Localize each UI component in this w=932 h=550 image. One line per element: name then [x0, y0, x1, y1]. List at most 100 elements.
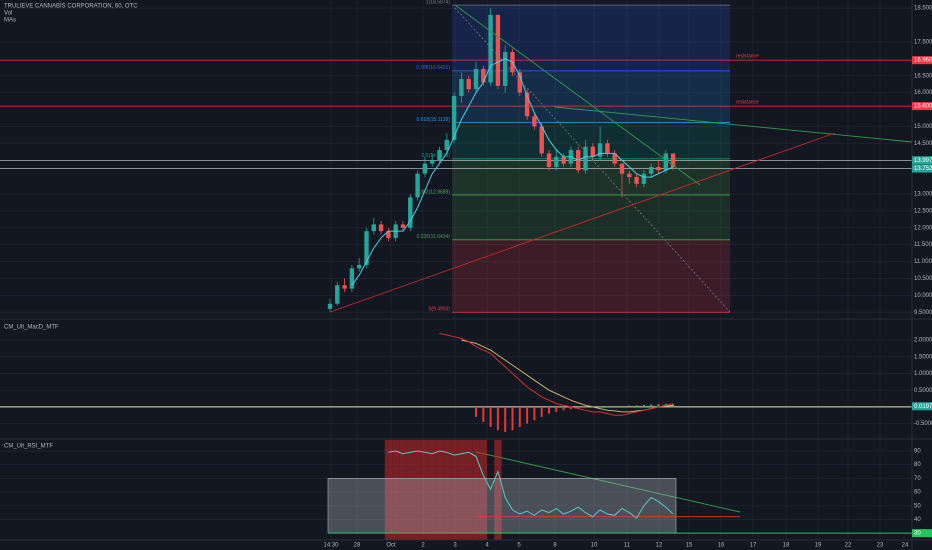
- price-tag-label: 15.6000: [914, 104, 932, 110]
- y-tick-label: 13.0000: [914, 192, 932, 198]
- fib-zone: [452, 195, 730, 240]
- candle-body: [656, 166, 661, 171]
- x-tick-label: 19: [815, 543, 822, 549]
- y-tick-label: 9.5000: [914, 310, 932, 316]
- candle-body: [335, 285, 340, 304]
- price-tag-label: 30: [914, 531, 921, 537]
- candle-body: [488, 14, 493, 83]
- axis-labels: 14:30 28 Oct 2 3 4 5 8 10 11 12 15 16 17 18 19 22 23 2418.…: [323, 6, 932, 549]
- x-tick-label: 23: [877, 543, 884, 549]
- candle-body: [597, 143, 603, 157]
- price-tag: [912, 402, 932, 411]
- y-tick-label: 0.5000: [914, 388, 932, 394]
- pane-title: CM_Ult_RSI_MTF: [4, 444, 53, 450]
- y-tick-label: 10.5000: [914, 276, 932, 282]
- histogram-bar: [577, 406, 580, 409]
- x-tick-label: Oct: [386, 543, 396, 549]
- price-tag-label: 0.0197: [914, 404, 932, 410]
- candle-body: [619, 163, 625, 174]
- candle-body: [546, 153, 552, 167]
- histogram-bar: [475, 406, 477, 417]
- y-tick-label: 2.0000: [914, 338, 932, 344]
- candle-body: [539, 126, 544, 154]
- y-tick-label: 11.0000: [914, 259, 932, 265]
- x-tick-label: 14:30: [323, 543, 339, 549]
- price-tag: [912, 102, 932, 111]
- candle-body: [612, 153, 617, 164]
- y-tick-label: 17.5000: [914, 39, 932, 45]
- y-tick-label: 15.0000: [914, 124, 932, 130]
- candle-body: [408, 197, 413, 228]
- overbought-shade: [457, 440, 466, 540]
- x-tick-label: 24: [902, 543, 909, 549]
- fib-label: 0(9.4993): [429, 307, 451, 313]
- candle-body: [473, 68, 479, 90]
- x-tick-label: 22: [845, 543, 852, 549]
- fib-label: 0.618(15.1139): [416, 117, 450, 123]
- histogram-bar: [482, 406, 485, 422]
- candle-body: [422, 163, 428, 174]
- x-tick-label: 3: [453, 543, 457, 549]
- price-tag: [912, 156, 932, 165]
- candle-body: [605, 143, 610, 154]
- histogram-bar: [489, 406, 492, 427]
- x-tick-label: 17: [750, 543, 757, 549]
- histogram-bar: [518, 406, 521, 427]
- fib-label: 1(18.5874): [426, 0, 451, 5]
- grid: [0, 0, 913, 540]
- histogram-bar: [613, 405, 616, 407]
- price-tag: [912, 529, 932, 538]
- y-tick-label: 1.0000: [914, 371, 932, 377]
- y-tick-label: 12.0000: [914, 225, 932, 231]
- candle-body: [415, 173, 420, 198]
- price-tag-label: 16.9600: [914, 58, 932, 64]
- y-tick-label: 16.0000: [914, 90, 932, 96]
- candle-body: [349, 268, 355, 289]
- candle-body: [466, 79, 471, 90]
- resistance-label: resistance: [736, 99, 759, 105]
- candle-body: [649, 166, 654, 174]
- histogram-bar: [650, 404, 653, 407]
- candle-body: [327, 303, 333, 309]
- candle-body: [670, 153, 676, 167]
- candle-body: [495, 14, 501, 86]
- candle-body: [583, 146, 588, 171]
- pane-title: CM_Ult_MacD_MTF: [4, 325, 59, 331]
- overbought-shade: [450, 440, 458, 540]
- y-tick-label: 80: [914, 462, 921, 468]
- overbought-shade: [384, 440, 393, 540]
- overbought-shade: [494, 440, 502, 540]
- indicator-label: MAs: [4, 18, 16, 24]
- fib-label: 0.5(14.0433): [422, 153, 451, 159]
- candle-body: [481, 68, 486, 83]
- overbought-shade: [392, 440, 400, 540]
- histogram-bar: [635, 405, 638, 407]
- histogram-bar: [504, 406, 507, 432]
- overbought-shade: [428, 440, 436, 540]
- histogram-bar: [555, 406, 558, 412]
- x-tick-label: 11: [624, 543, 631, 549]
- candle-body: [386, 231, 391, 238]
- price-tag-label: 13.9974: [914, 158, 932, 164]
- histogram-bar: [569, 406, 572, 410]
- macd-line: [439, 332, 674, 416]
- y-tick-label: 12.5000: [914, 208, 932, 214]
- overbought-shade: [443, 440, 451, 540]
- candle-body: [663, 153, 668, 171]
- fib-zone: [452, 70, 730, 123]
- x-tick-label: 15: [686, 543, 693, 549]
- y-tick-label: 16.5000: [914, 73, 932, 79]
- y-tick-label: 14.5000: [914, 141, 932, 147]
- fib-zone: [452, 5, 730, 71]
- histogram-bar: [606, 406, 609, 407]
- candle-body: [641, 173, 647, 184]
- fib-zone: [452, 158, 730, 196]
- candle-body: [400, 224, 406, 228]
- y-tick-label: 18.5000: [914, 6, 932, 12]
- x-tick-label: 18: [783, 543, 790, 549]
- trend-line: [554, 106, 913, 143]
- candle-body: [430, 160, 435, 164]
- trend-line: [454, 4, 701, 186]
- candle-body: [634, 177, 639, 184]
